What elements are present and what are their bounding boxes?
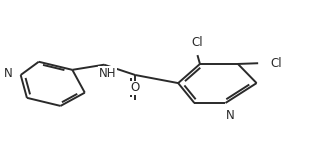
- Text: N: N: [226, 109, 235, 122]
- Text: Cl: Cl: [271, 57, 282, 70]
- Text: O: O: [131, 81, 140, 94]
- Text: N: N: [4, 67, 13, 80]
- Text: NH: NH: [99, 67, 116, 80]
- Text: Cl: Cl: [192, 36, 203, 48]
